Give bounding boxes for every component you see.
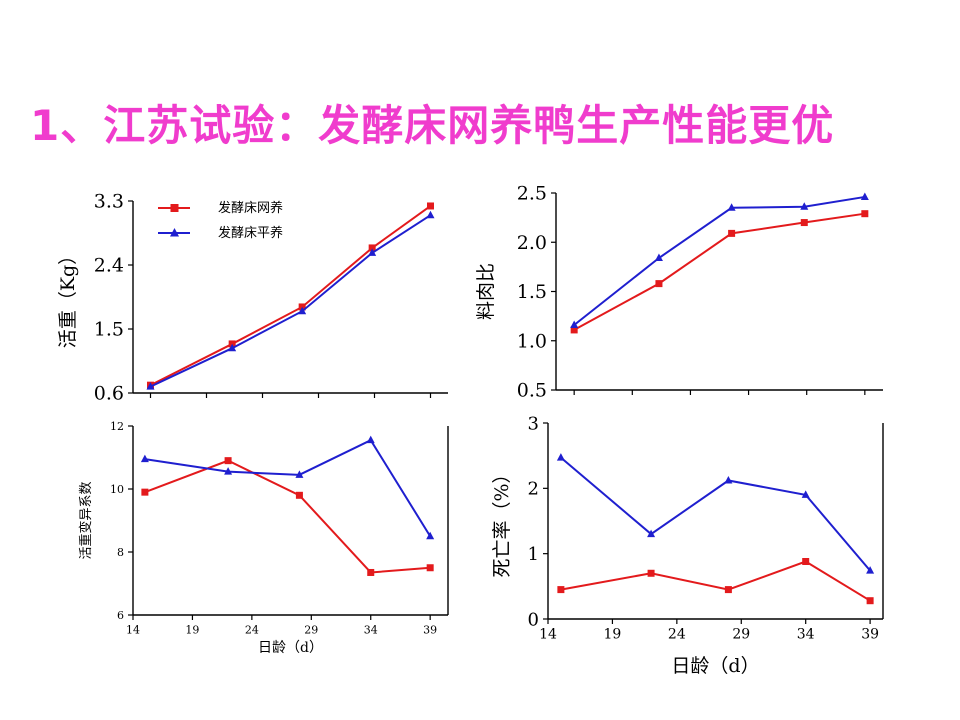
legend-entry: 发酵床网养 [218, 200, 283, 216]
data-point-triangle [295, 470, 304, 478]
data-point-triangle [426, 210, 435, 219]
data-point-triangle [140, 454, 149, 463]
data-point-triangle [224, 467, 233, 475]
data-point-square [800, 219, 808, 227]
data-point-triangle [556, 453, 565, 461]
data-point-triangle [366, 435, 375, 444]
data-point-square [861, 210, 869, 218]
y-tick-label: 6 [117, 609, 124, 622]
data-point-square [655, 280, 663, 288]
x-tick-label: 19 [185, 623, 199, 636]
data-point-triangle [866, 566, 875, 574]
series-line-a [573, 212, 865, 331]
y-tick-label: 3.3 [94, 191, 124, 213]
y-tick-label: 0 [528, 609, 539, 630]
x-tick-label: 19 [604, 627, 622, 643]
data-point-square [224, 457, 232, 465]
chart-weight-cv: 6 8 10 12 14 19 24 29 34 39 日龄（d） 活重变异系数 [78, 420, 449, 656]
data-point-square [295, 491, 303, 499]
x-tick-label: 39 [423, 623, 437, 636]
y-tick-label: 2.4 [94, 255, 124, 277]
data-point-triangle [727, 203, 736, 211]
data-point-square [427, 202, 434, 210]
y-tick-label: 8 [117, 546, 124, 559]
data-point-triangle [654, 253, 663, 262]
y-tick-label: 1.5 [94, 319, 124, 341]
data-point-square [802, 558, 810, 566]
series-line-a [150, 205, 432, 387]
x-tick-label: 14 [126, 623, 140, 636]
x-axis-label: 日龄（d） [258, 640, 323, 656]
data-point-triangle [860, 192, 869, 200]
y-axis-label: 活重变异系数 [78, 481, 94, 559]
x-tick-label: 14 [539, 627, 557, 643]
x-tick-label: 24 [245, 623, 259, 636]
data-point-triangle [800, 202, 809, 210]
x-axis-label: 日龄（d） [671, 655, 759, 677]
series-line-b [560, 456, 871, 572]
series-line-b [150, 214, 432, 388]
y-tick-label: 2 [528, 479, 539, 500]
data-point-triangle [426, 531, 435, 540]
data-point-square [724, 586, 732, 594]
x-tick-label: 24 [668, 627, 686, 643]
slide-title: 1、江苏试验：发酵床网养鸭生产性能更优 [30, 101, 835, 150]
y-tick-label: 0.5 [517, 380, 547, 402]
legend-marker-triangle [170, 228, 179, 237]
x-tick-label: 29 [732, 627, 750, 643]
y-tick-label: 3 [528, 413, 539, 434]
y-tick-label: 0.6 [94, 383, 124, 405]
y-tick-label: 1.5 [517, 281, 547, 303]
data-point-triangle [647, 529, 656, 538]
data-point-square [557, 586, 565, 594]
data-point-square [570, 326, 578, 334]
legend-marker-square [170, 204, 179, 212]
y-axis-label: 死亡率（%） [491, 464, 513, 577]
data-point-square [141, 488, 149, 496]
series-line-b [144, 438, 432, 537]
x-tick-label: 34 [797, 627, 815, 643]
legend-entry: 发酵床平养 [218, 225, 283, 241]
x-tick-label: 29 [304, 623, 318, 636]
data-point-square [647, 569, 655, 577]
data-point-triangle [146, 382, 155, 390]
data-point-triangle [368, 248, 377, 256]
data-point-square [367, 568, 375, 576]
y-tick-label: 2.0 [517, 232, 547, 254]
data-point-triangle [228, 343, 237, 352]
y-tick-label: 12 [110, 420, 124, 433]
data-point-triangle [298, 306, 307, 315]
data-point-square [866, 597, 874, 605]
data-point-square [368, 244, 376, 252]
y-tick-label: 1.0 [517, 330, 547, 352]
x-tick-label: 39 [861, 627, 879, 643]
y-tick-label: 1 [528, 544, 539, 565]
data-point-square [728, 229, 736, 237]
y-axis-label: 料肉比 [475, 263, 497, 320]
data-point-triangle [801, 490, 810, 498]
y-tick-label: 10 [110, 483, 124, 496]
series-line-a [560, 560, 871, 602]
chart-feed-meat-ratio: 0.5 1.0 1.5 2.0 2.5 料肉比 [475, 183, 883, 402]
data-point-triangle [570, 320, 579, 328]
series-line-a [144, 459, 431, 574]
y-axis-label: 活重（Kg） [57, 246, 79, 348]
data-point-square [426, 564, 434, 572]
y-tick-label: 2.5 [517, 183, 547, 205]
data-point-triangle [724, 475, 733, 484]
x-tick-label: 34 [364, 623, 378, 636]
chart-mortality: 0 1 2 3 14 19 24 29 34 39 日龄（d） 死亡率（%） [491, 413, 884, 677]
